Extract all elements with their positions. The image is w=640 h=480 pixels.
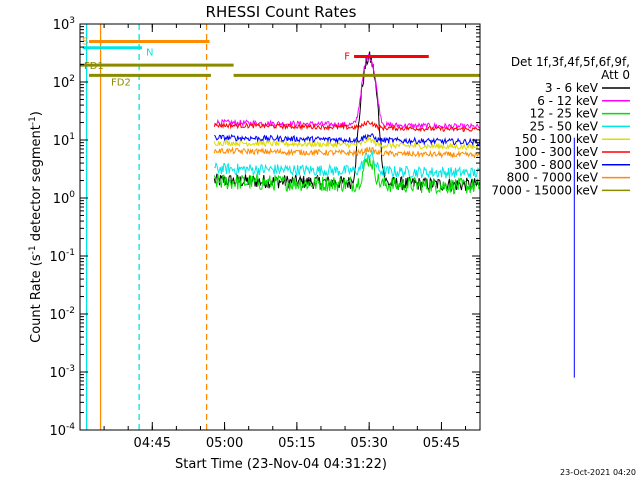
series-lines — [213, 51, 575, 378]
legend-label-5: 100 - 300 keV — [514, 145, 598, 159]
vertical-marker-lines — [85, 24, 208, 430]
y-axis-label: Count Rate (s-1 detector segment-1) — [28, 111, 44, 343]
flag-label-fd2: FD2 — [111, 77, 131, 88]
x-tick-label-4: 05:45 — [423, 436, 460, 451]
x-tick-label-3: 05:30 — [350, 436, 387, 451]
legend-header-attenuator: Att 0 — [601, 68, 630, 82]
y-tick-label-3: 100 — [53, 190, 76, 207]
flag-label-f: F — [344, 52, 350, 63]
x-axis-label: Start Time (23-Nov-04 04:31:22) — [175, 457, 387, 472]
legend-label-6: 300 - 800 keV — [514, 158, 598, 172]
series-line-0 — [213, 51, 481, 193]
legend-label-8: 7000 - 15000 keV — [491, 183, 598, 197]
x-axis-ticks: 04:45 05:00 05:15 05:30 05:45 — [103, 24, 467, 451]
y-axis-ticks: 103 102 101 100 10-1 10-2 10-3 10-4 — [49, 16, 480, 439]
legend-label-1: 6 - 12 keV — [537, 94, 599, 108]
generation-timestamp: 23-Oct-2021 04:20 — [560, 468, 636, 477]
x-tick-label-0: 04:45 — [134, 436, 171, 451]
y-tick-label-5: 10-2 — [49, 306, 75, 323]
legend-label-4: 50 - 100 keV — [522, 132, 599, 146]
legend-label-0: 3 - 6 keV — [545, 81, 599, 95]
legend-label-7: 800 - 7000 keV — [507, 171, 599, 185]
flag-bars: S N FD1 FD2 F — [80, 36, 480, 88]
series-line-6 — [214, 132, 481, 147]
plot-frame — [79, 23, 481, 431]
y-tick-label-6: 10-3 — [49, 364, 75, 381]
series-line-7 — [213, 146, 481, 159]
legend-label-2: 12 - 25 keV — [530, 107, 599, 121]
series-line-2 — [213, 155, 481, 195]
legend-label-3: 25 - 50 keV — [530, 119, 599, 133]
y-tick-label-1: 102 — [53, 74, 75, 91]
flag-label-s: S — [82, 36, 88, 47]
y-tick-label-7: 10-4 — [49, 422, 75, 439]
series-line-1 — [214, 53, 480, 131]
y-tick-label-2: 101 — [53, 132, 75, 149]
chart-title: RHESSI Count Rates — [206, 3, 357, 21]
y-tick-label-0: 103 — [53, 16, 75, 33]
series-line-5 — [213, 120, 481, 133]
legend: Det 1f,3f,4f,5f,6f,9f, Att 0 3 - 6 keV6 … — [491, 55, 630, 197]
flag-label-n: N — [146, 48, 153, 59]
y-tick-label-4: 10-1 — [49, 248, 75, 265]
x-tick-label-1: 05:00 — [206, 436, 243, 451]
x-tick-label-2: 05:15 — [278, 436, 315, 451]
legend-header-detectors: Det 1f,3f,4f,5f,6f,9f, — [511, 55, 630, 69]
flag-label-fd1: FD1 — [84, 61, 104, 72]
series-line-3 — [214, 149, 481, 179]
series-line-4 — [213, 134, 481, 151]
